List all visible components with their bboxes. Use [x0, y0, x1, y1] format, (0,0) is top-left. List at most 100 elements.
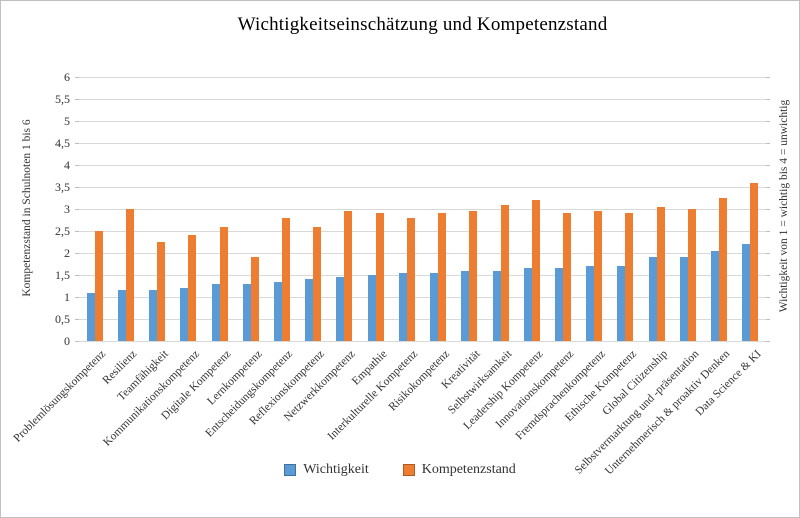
- bar-wichtigkeit: [742, 244, 751, 341]
- gridline: [79, 164, 766, 166]
- legend-label-kompetenzstand: Kompetenzstand: [421, 462, 516, 477]
- gridline: [79, 208, 766, 210]
- y-tick-label: 4: [64, 158, 70, 172]
- axis-tick-left: [75, 164, 79, 166]
- chart-title: Wichtigkeitseinschätzung und Kompetenzst…: [237, 14, 608, 35]
- axis-tick-right: [766, 76, 770, 78]
- axis-tick-left: [75, 230, 79, 232]
- bar-wichtigkeit: [555, 268, 564, 341]
- gridline: [79, 76, 766, 78]
- axis-tick-right: [766, 296, 770, 298]
- bar-kompetenzstand: [281, 217, 290, 341]
- y-tick-label: 2: [64, 246, 70, 260]
- bar-wichtigkeit: [86, 292, 95, 341]
- gridline: [79, 252, 766, 254]
- bar-wichtigkeit: [117, 290, 126, 341]
- axis-tick-left: [75, 120, 79, 122]
- bar-kompetenzstand: [563, 213, 572, 341]
- y-tick-label: 3: [64, 202, 70, 216]
- bar-wichtigkeit: [180, 288, 189, 341]
- bar-kompetenzstand: [188, 235, 197, 341]
- axis-tick-right: [766, 274, 770, 276]
- axis-tick-left: [75, 274, 79, 276]
- y-tick-label: 5: [64, 114, 70, 128]
- legend: Wichtigkeit Kompetenzstand: [1, 462, 799, 478]
- gridline: [79, 296, 766, 298]
- gridline: [79, 230, 766, 232]
- bar-wichtigkeit: [242, 283, 251, 341]
- y-tick-label: 0: [64, 334, 70, 348]
- bar-kompetenzstand: [719, 198, 728, 341]
- bar-kompetenzstand: [313, 226, 322, 341]
- gridline: [79, 274, 766, 276]
- gridline: [79, 340, 766, 342]
- bar-wichtigkeit: [398, 272, 407, 341]
- bar-kompetenzstand: [406, 217, 415, 341]
- y-tick-label: 3,5: [55, 180, 70, 194]
- bar-kompetenzstand: [625, 213, 634, 341]
- legend-item-kompetenzstand: Kompetenzstand: [402, 462, 516, 478]
- axis-tick-right: [766, 98, 770, 100]
- axis-tick-right: [766, 252, 770, 254]
- gridline: [79, 142, 766, 144]
- axis-tick-right: [766, 208, 770, 210]
- y-axis-title-right: Wichtigkeit von 1 = wichtig bis 4 = unwi…: [778, 99, 790, 313]
- bar-kompetenzstand: [157, 242, 166, 341]
- axis-tick-right: [766, 318, 770, 320]
- category-label: Problemlösungskompetenz: [11, 348, 109, 445]
- bar-wichtigkeit: [211, 283, 220, 341]
- y-tick-label: 4,5: [55, 136, 70, 150]
- axis-tick-left: [75, 318, 79, 320]
- y-axis-title-left: Kompetenzstand in Schulnoten 1 bis 6: [21, 119, 33, 297]
- bar-wichtigkeit: [273, 281, 282, 341]
- bar-kompetenzstand: [500, 204, 509, 341]
- axis-tick-left: [75, 340, 79, 342]
- y-tick-label: 6: [64, 70, 70, 84]
- gridline: [79, 318, 766, 320]
- bar-kompetenzstand: [469, 211, 478, 341]
- bar-wichtigkeit: [679, 257, 688, 341]
- bar-wichtigkeit: [586, 266, 595, 341]
- bar-kompetenzstand: [94, 231, 103, 341]
- legend-key-wichtigkeit: [284, 464, 297, 476]
- bar-wichtigkeit: [336, 277, 345, 341]
- bar-wichtigkeit: [430, 272, 439, 341]
- y-tick-label: 0,5: [55, 312, 70, 326]
- bar-kompetenzstand: [687, 209, 696, 341]
- bar-wichtigkeit: [461, 270, 470, 341]
- gridline: [79, 98, 766, 100]
- axis-tick-right: [766, 142, 770, 144]
- bar-wichtigkeit: [149, 290, 158, 341]
- bar-kompetenzstand: [750, 182, 759, 341]
- bar-kompetenzstand: [438, 213, 447, 341]
- legend-item-wichtigkeit: Wichtigkeit: [284, 462, 369, 478]
- bar-kompetenzstand: [219, 226, 228, 341]
- bar-kompetenzstand: [531, 200, 540, 341]
- y-tick-label: 2,5: [55, 224, 70, 238]
- legend-key-kompetenzstand: [402, 464, 415, 476]
- bar-kompetenzstand: [344, 211, 353, 341]
- axis-tick-left: [75, 252, 79, 254]
- legend-label-wichtigkeit: Wichtigkeit: [303, 462, 369, 477]
- axis-tick-right: [766, 120, 770, 122]
- bar-wichtigkeit: [648, 257, 657, 341]
- bar-kompetenzstand: [594, 211, 603, 341]
- axis-tick-right: [766, 186, 770, 188]
- axis-tick-right: [766, 164, 770, 166]
- bar-kompetenzstand: [375, 213, 384, 341]
- axis-tick-left: [75, 186, 79, 188]
- axis-tick-left: [75, 296, 79, 298]
- gridline: [79, 120, 766, 122]
- bar-wichtigkeit: [305, 279, 314, 341]
- axis-tick-right: [766, 230, 770, 232]
- bar-wichtigkeit: [617, 266, 626, 341]
- gridline: [79, 186, 766, 188]
- axis-tick-left: [75, 76, 79, 78]
- bar-wichtigkeit: [367, 275, 376, 341]
- axis-tick-left: [75, 98, 79, 100]
- axis-tick-left: [75, 142, 79, 144]
- bar-wichtigkeit: [523, 268, 532, 341]
- bar-wichtigkeit: [492, 270, 501, 341]
- axis-tick-right: [766, 340, 770, 342]
